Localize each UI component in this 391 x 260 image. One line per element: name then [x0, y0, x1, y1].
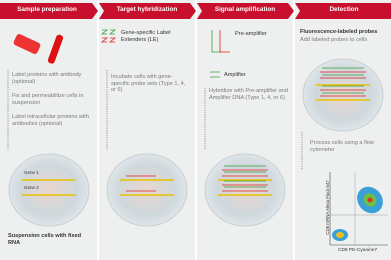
detection-title: Fluorescence-labeled probes — [300, 29, 378, 35]
gene-label: Gene 1 — [24, 170, 39, 175]
tube — [13, 34, 64, 64]
x-axis-label: CD8 PE-Cyanine7 — [338, 248, 378, 253]
header-step: Sample preparation — [17, 6, 77, 13]
amplifier-label: Amplifier — [224, 72, 246, 78]
y-axis-label: CD8 mRNA Alexa Fluor 647 — [325, 180, 330, 235]
probe-label: Gene-specific Label Extenders (LE) — [121, 30, 171, 43]
header-step: Detection — [329, 6, 359, 13]
preamplifier-label: Pre-amplifier — [235, 31, 267, 37]
arrows — [7, 70, 303, 170]
step-text: Fix and permeablilize cells in suspensio… — [12, 93, 84, 106]
flow-plot — [329, 172, 388, 246]
gene-label: Gene 2 — [24, 185, 39, 190]
header-step: Target hybridization — [116, 6, 178, 13]
step-text: Label intracellular proteins with antibo… — [12, 114, 89, 127]
probes — [100, 29, 366, 192]
rna-strands — [22, 84, 370, 196]
step-text: Hybridize with Pre-amplifier and Amplifi… — [209, 88, 288, 101]
step-text: Label proteins with antibody (optional) — [12, 72, 82, 85]
header-arrows — [0, 3, 391, 19]
header-step: Signal amplification — [214, 6, 276, 13]
detection-subtitle: Add labeled probes to cells — [300, 37, 368, 43]
caption: Suspension cells with fixed RNA — [8, 233, 82, 246]
cells — [8, 58, 384, 227]
step-text: Incubate cells with gene-specific probe … — [111, 74, 186, 94]
step-text: Process cells using a flow cytometer — [310, 140, 375, 153]
